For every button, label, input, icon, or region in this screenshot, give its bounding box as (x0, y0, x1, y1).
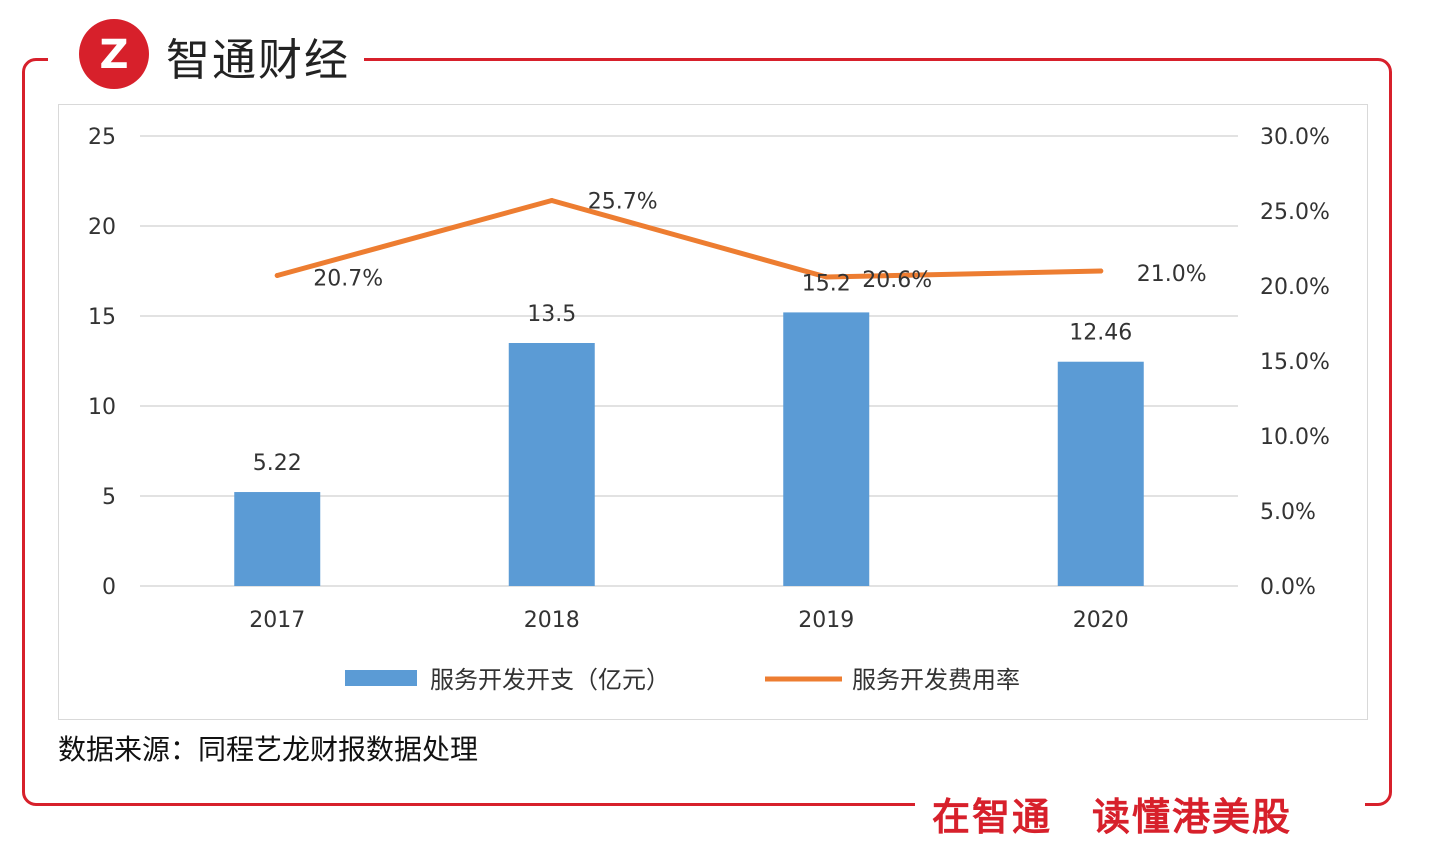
line-value-label: 21.0% (1137, 262, 1207, 287)
y-left-tick-label: 5 (102, 485, 116, 510)
slogan: 在智通 读懂港美股 (932, 795, 1293, 839)
bar-value-label: 5.22 (253, 451, 302, 476)
gridlines (140, 135, 1238, 587)
legend-bar-swatch (345, 670, 417, 686)
line-point (823, 274, 829, 280)
y-right-tick-label: 30.0% (1260, 125, 1330, 150)
series-line (274, 198, 1104, 280)
x-tick-label: 2018 (524, 608, 580, 633)
bar-series (234, 312, 1144, 586)
line-point (1098, 268, 1104, 274)
frame-gap-bottom (915, 790, 1365, 820)
x-tick-label: 2017 (249, 608, 305, 633)
y-right-tick-label: 15.0% (1260, 350, 1330, 375)
y-left-tick-label: 20 (88, 215, 116, 240)
brand-logo-icon: Z (79, 19, 149, 89)
y-right-tick-label: 25.0% (1260, 200, 1330, 225)
line-value-label: 20.7% (313, 267, 383, 292)
legend-bar-label: 服务开发开支（亿元） (430, 666, 670, 694)
line-point (274, 273, 280, 278)
bar (783, 312, 870, 586)
legend-line-label: 服务开发费用率 (852, 666, 1020, 694)
bar (508, 343, 595, 586)
bar-value-label: 13.5 (527, 302, 576, 327)
y-left-tick-label: 10 (88, 395, 116, 420)
source-note: 数据来源：同程艺龙财报数据处理 (58, 733, 479, 766)
x-tick-label: 2019 (798, 608, 854, 633)
line-value-label: 25.7% (588, 190, 658, 215)
bar-value-label: 12.46 (1069, 321, 1132, 346)
y-left-tick-label: 0 (102, 575, 116, 600)
legend: 服务开发开支（亿元） 服务开发费用率 (345, 666, 1020, 694)
bar-value-label: 15.2 (802, 271, 851, 296)
y-left-tick-label: 15 (88, 305, 116, 330)
x-tick-label: 2020 (1073, 608, 1129, 633)
y-left-tick-label: 25 (88, 125, 116, 150)
bar (234, 492, 321, 586)
chart-panel (58, 104, 1368, 720)
line-point (549, 198, 555, 203)
y-right-tick-label: 20.0% (1260, 275, 1330, 300)
svg-text:Z: Z (99, 32, 128, 78)
y-right-tick-label: 10.0% (1260, 425, 1330, 450)
axis-ticks: 0 5 10 15 20 25 0.0% 5.0% 10.0% 15.0% 20.0% 25.0% 30… (88, 125, 1330, 633)
card-frame (22, 58, 1392, 806)
y-right-tick-label: 0.0% (1260, 575, 1316, 600)
data-labels: 5.22 13.5 15.2 12.46 20.7% 25.7% 20.6% 21.0% (253, 190, 1207, 477)
y-right-tick-label: 5.0% (1260, 500, 1316, 525)
bar (1057, 361, 1144, 586)
line-value-label: 20.6% (862, 268, 932, 293)
line-series (274, 198, 1104, 280)
brand-name: 智通财经 (166, 35, 350, 86)
